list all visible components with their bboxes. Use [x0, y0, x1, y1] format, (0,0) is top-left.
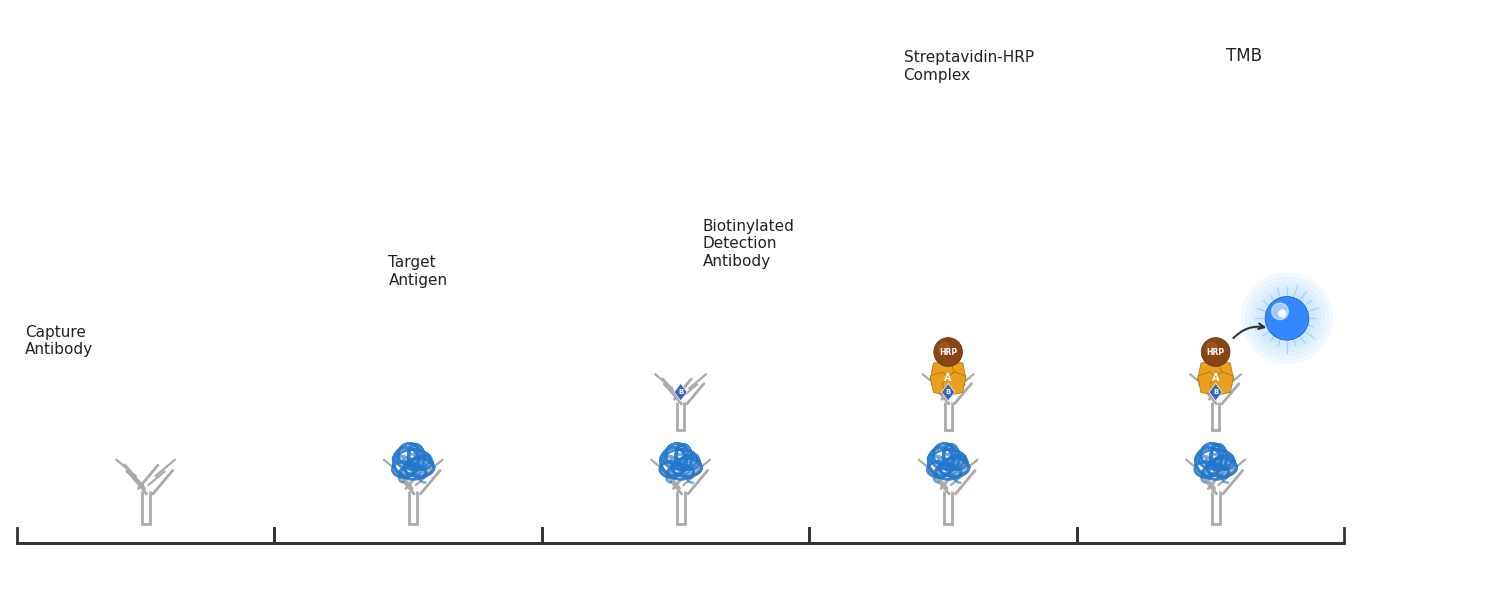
- Circle shape: [1245, 277, 1329, 360]
- Polygon shape: [1209, 383, 1222, 401]
- Polygon shape: [942, 360, 966, 384]
- Polygon shape: [1209, 372, 1233, 395]
- Circle shape: [1206, 343, 1216, 353]
- Circle shape: [939, 343, 950, 353]
- Text: B: B: [1214, 389, 1218, 395]
- Circle shape: [1202, 338, 1230, 367]
- Circle shape: [1272, 303, 1288, 320]
- Text: HRP: HRP: [939, 347, 957, 356]
- Text: Target
Antigen: Target Antigen: [388, 256, 447, 288]
- Text: B: B: [945, 389, 951, 395]
- Text: TMB: TMB: [1226, 47, 1262, 65]
- Text: A: A: [1212, 373, 1219, 383]
- Polygon shape: [1197, 372, 1221, 395]
- Polygon shape: [1209, 360, 1233, 384]
- Text: B: B: [678, 389, 684, 395]
- Text: Capture
Antibody: Capture Antibody: [26, 325, 93, 357]
- Text: HRP: HRP: [1206, 347, 1224, 356]
- Polygon shape: [930, 372, 954, 395]
- Circle shape: [1262, 293, 1312, 344]
- Circle shape: [1264, 296, 1310, 340]
- Text: A: A: [945, 373, 952, 383]
- Polygon shape: [1197, 360, 1221, 384]
- Circle shape: [1254, 285, 1320, 352]
- Polygon shape: [930, 360, 954, 384]
- Polygon shape: [942, 383, 954, 401]
- Polygon shape: [674, 383, 687, 401]
- Polygon shape: [942, 372, 966, 395]
- Text: Streptavidin-HRP
Complex: Streptavidin-HRP Complex: [903, 50, 1034, 83]
- Circle shape: [1278, 310, 1286, 317]
- Circle shape: [1250, 281, 1324, 356]
- Circle shape: [934, 338, 963, 367]
- Circle shape: [1242, 273, 1332, 364]
- Circle shape: [1257, 289, 1317, 348]
- Text: Biotinylated
Detection
Antibody: Biotinylated Detection Antibody: [702, 219, 795, 269]
